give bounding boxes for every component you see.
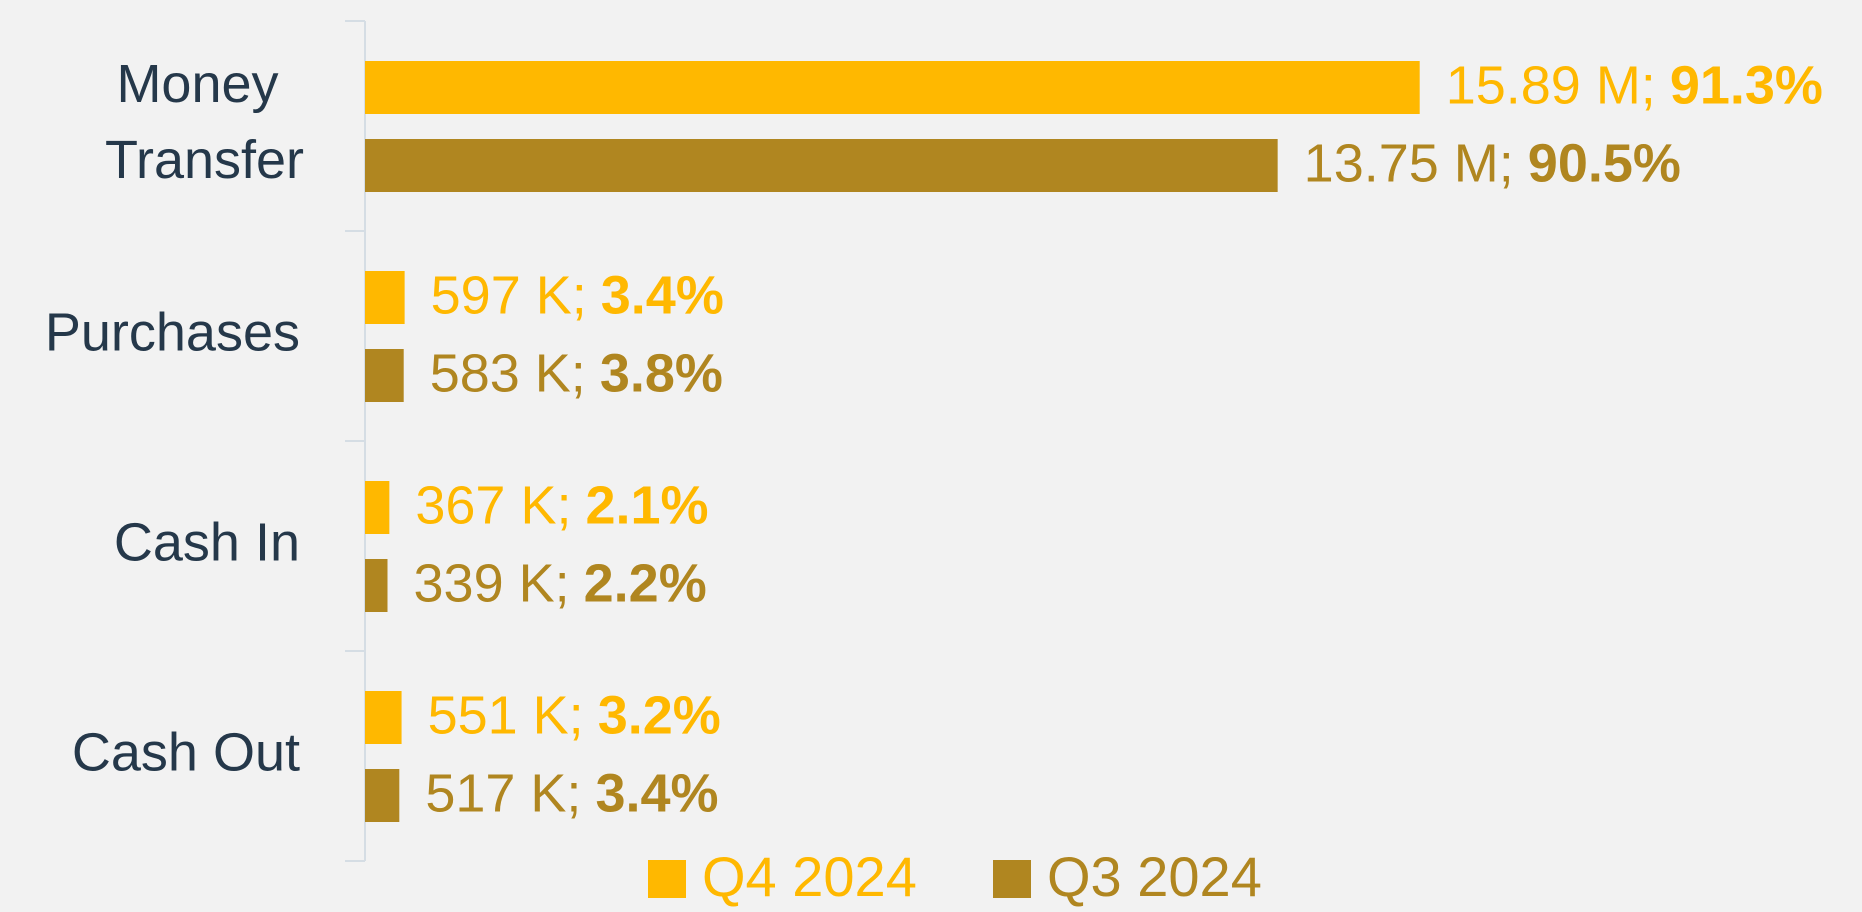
value-label: 15.89 M; 91.3%	[1446, 56, 1823, 116]
category-label: Purchases	[45, 302, 300, 362]
bar	[365, 61, 1420, 114]
value-label: 551 K; 3.2%	[428, 686, 721, 746]
bar	[365, 271, 405, 324]
share-text: 91.3%	[1670, 56, 1823, 116]
share-text: 2.1%	[585, 476, 708, 536]
share-text: 3.4%	[601, 266, 724, 326]
value-label: 13.75 M; 90.5%	[1304, 134, 1681, 194]
value-label: 367 K; 2.1%	[415, 476, 708, 536]
share-text: 3.2%	[598, 686, 721, 746]
value-text: 339 K;	[414, 554, 570, 614]
bar	[365, 139, 1278, 192]
value-label: 517 K; 3.4%	[425, 764, 718, 824]
share-text: 90.5%	[1528, 134, 1681, 194]
legend-swatch	[648, 860, 686, 898]
bar	[365, 481, 390, 534]
legend-label: Q3 2024	[1047, 845, 1262, 908]
value-label: 583 K; 3.8%	[430, 344, 723, 404]
value-label: 597 K; 3.4%	[431, 266, 724, 326]
share-text: 2.2%	[584, 554, 707, 614]
value-text: 517 K;	[425, 764, 581, 824]
legend-swatch	[993, 860, 1031, 898]
value-text: 597 K;	[431, 266, 587, 326]
category-label: Cash Out	[72, 722, 300, 782]
legend-label: Q4 2024	[702, 845, 917, 908]
bar	[365, 691, 402, 744]
category-label: Cash In	[114, 512, 300, 572]
share-text: 3.4%	[595, 764, 718, 824]
bar	[365, 769, 400, 822]
value-text: 15.89 M;	[1446, 56, 1656, 116]
category-label: Money Transfer	[91, 54, 304, 190]
bar	[365, 559, 388, 612]
share-text: 3.8%	[600, 344, 723, 404]
value-text: 13.75 M;	[1304, 134, 1514, 194]
value-label: 339 K; 2.2%	[414, 554, 707, 614]
value-text: 551 K;	[428, 686, 584, 746]
value-text: 583 K;	[430, 344, 586, 404]
bar	[365, 349, 404, 402]
value-text: 367 K;	[415, 476, 571, 536]
